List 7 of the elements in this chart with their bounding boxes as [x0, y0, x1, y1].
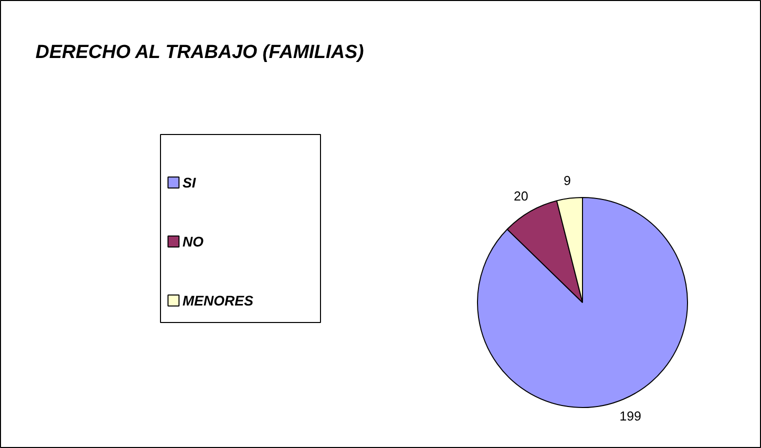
- legend-label: MENORES: [182, 292, 254, 308]
- legend-label: NO: [182, 234, 204, 250]
- data-label: 199: [620, 408, 642, 424]
- chart-title: DERECHO AL TRABAJO (FAMILIAS): [36, 42, 364, 63]
- data-label: 9: [564, 172, 571, 188]
- data-label: 20: [514, 188, 528, 204]
- legend-label: SI: [182, 174, 197, 190]
